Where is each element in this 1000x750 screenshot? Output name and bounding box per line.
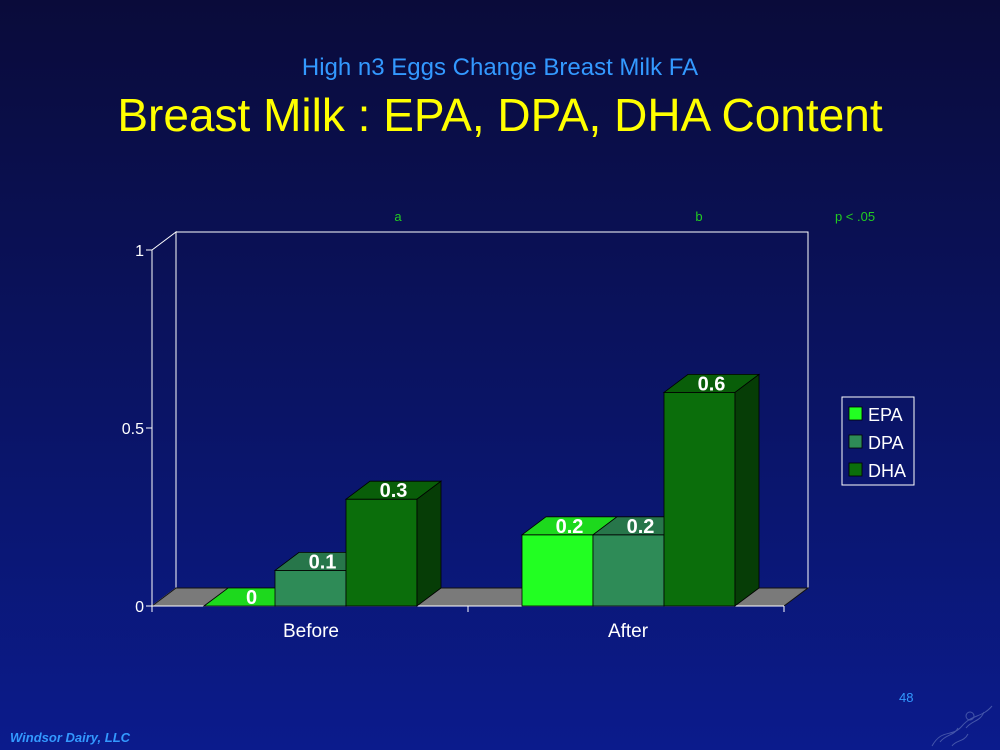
legend-label: DPA	[868, 433, 904, 453]
legend-label: EPA	[868, 405, 903, 425]
legend-swatch	[848, 406, 863, 421]
slide-title: Breast Milk : EPA, DPA, DHA Content	[117, 89, 883, 141]
bar-epa-after	[521, 534, 594, 607]
company-logo-icon	[931, 705, 993, 747]
bar-dpa-before	[274, 570, 347, 607]
bar-dha-before	[345, 498, 418, 607]
chart-annotation: a	[394, 209, 402, 224]
data-label: 0.2	[627, 516, 655, 538]
x-tick-label: Before	[283, 621, 339, 642]
legend-swatch	[848, 462, 863, 477]
page-number: 48	[899, 690, 914, 705]
legend-swatch	[848, 434, 863, 449]
data-label: 0.3	[380, 480, 408, 502]
chart-side-wall	[151, 231, 177, 607]
data-label: 0	[246, 587, 257, 609]
legend-label: DHA	[868, 461, 906, 481]
bar-dha-after	[663, 391, 736, 607]
x-tick-label: After	[608, 621, 649, 642]
data-label: 0.2	[556, 516, 584, 538]
bar-side-dha-before	[416, 480, 442, 607]
bar-side-dha-after	[734, 373, 760, 607]
chart-annotation: b	[695, 209, 702, 224]
bar-dpa-after	[592, 534, 665, 607]
data-label: 0.6	[698, 373, 726, 395]
y-tick-label: 1	[135, 243, 144, 260]
legend-box	[841, 396, 915, 486]
y-tick-label: 0	[135, 599, 144, 616]
chart-annotation: p < .05	[835, 209, 875, 224]
y-tick-label: 0.5	[122, 421, 144, 438]
data-label: 0.1	[309, 551, 337, 573]
footer-company-name: Windsor Dairy, LLC	[10, 730, 131, 745]
slide-subtitle: High n3 Eggs Change Breast Milk FA	[301, 54, 699, 81]
